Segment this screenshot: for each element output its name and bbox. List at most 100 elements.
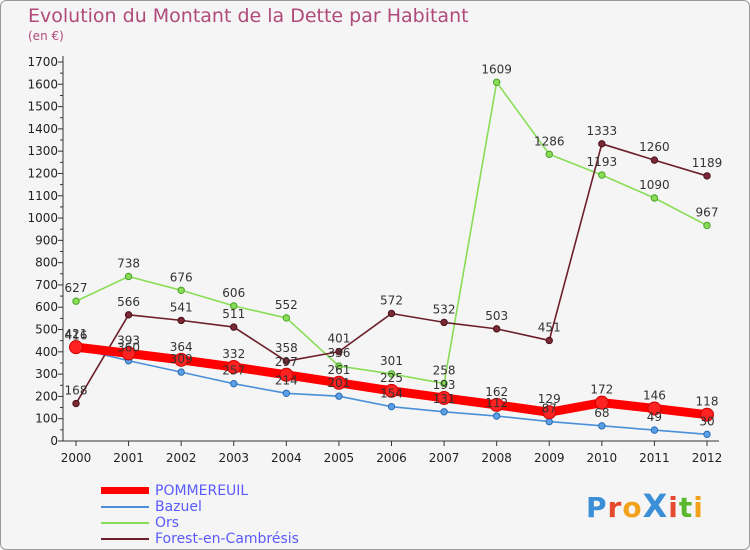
data-label-pommereuil: 364 (170, 340, 193, 354)
data-label-forest-en-cambresis: 358 (275, 341, 298, 355)
x-tick-label: 2000 (61, 451, 92, 465)
data-point-ors (177, 286, 185, 294)
data-point-forest-en-cambresis (177, 316, 185, 325)
data-point-ors (282, 314, 291, 322)
y-tick-label: 500 (35, 323, 58, 337)
y-tick-label: 1600 (27, 77, 58, 91)
data-label-bazuel: 30 (699, 414, 714, 428)
data-label-bazuel: 309 (170, 352, 193, 366)
data-point-forest-en-cambresis (545, 336, 553, 345)
series-layer (69, 78, 714, 439)
data-point-ors (230, 302, 238, 310)
data-label-bazuel: 214 (275, 373, 298, 387)
data-label-ors: 606 (222, 286, 245, 300)
logo-letter: P (586, 491, 608, 524)
data-point-forest-en-cambresis (282, 357, 291, 365)
data-label-forest-en-cambresis: 541 (170, 300, 193, 314)
data-label-pommereuil: 393 (117, 333, 140, 347)
data-label-bazuel: 112 (485, 396, 508, 410)
data-point-forest-en-cambresis (492, 325, 501, 333)
data-point-bazuel (335, 392, 343, 400)
data-label-ors: 627 (65, 281, 88, 295)
data-point-pommereuil (489, 397, 504, 412)
x-tick-label: 2006 (376, 451, 407, 465)
y-tick-label: 700 (35, 278, 58, 292)
data-label-bazuel: 416 (65, 328, 88, 342)
proxiti-logo: ProXiti (586, 487, 704, 525)
data-label-bazuel: 68 (594, 406, 609, 420)
data-label-bazuel: 49 (647, 410, 662, 424)
data-label-bazuel: 87 (542, 402, 557, 416)
y-tick-label: 900 (35, 233, 58, 247)
data-point-ors (72, 297, 80, 305)
data-label-pommereuil: 162 (485, 385, 508, 399)
data-point-forest-en-cambresis (335, 347, 343, 356)
y-tick-label: 600 (35, 300, 58, 314)
data-point-bazuel (177, 368, 185, 376)
y-tick-labels: 0 100 200 300 400 500 600 700 800 900 1000 1100 1200… (27, 55, 58, 448)
data-label-forest-en-cambresis: 566 (117, 295, 140, 309)
data-label-forest-en-cambresis: 503 (485, 309, 508, 323)
data-label-ors: 1193 (587, 155, 618, 169)
data-label-forest-en-cambresis: 511 (222, 307, 245, 321)
y-tick-label: 1700 (27, 55, 58, 69)
data-point-pommereuil (647, 401, 662, 416)
logo-letter: t (678, 491, 694, 524)
data-point-forest-en-cambresis (650, 156, 659, 164)
x-tick-label: 2003 (218, 451, 249, 465)
logo-letter: X (642, 487, 669, 525)
legend-swatch-bazuel (101, 506, 149, 508)
data-label-forest-en-cambresis: 451 (538, 320, 561, 334)
data-label-bazuel: 360 (117, 341, 140, 355)
data-label-forest-en-cambresis: 168 (65, 384, 88, 398)
legend-swatch-pommereuil (101, 487, 149, 494)
legend-label-forest-en-cambresis: Forest-en-Cambrésis (155, 531, 299, 547)
data-point-bazuel (598, 422, 606, 430)
data-point-ors (650, 194, 659, 202)
logo-letter: o (622, 491, 643, 524)
data-label-pommereuil: 146 (643, 388, 666, 402)
data-label-ors: 1609 (481, 62, 512, 76)
data-point-forest-en-cambresis (598, 140, 606, 148)
x-tick-label: 2002 (166, 451, 197, 465)
data-point-bazuel (492, 412, 501, 420)
data-label-forest-en-cambresis: 572 (380, 293, 403, 307)
data-label-ors: 1090 (639, 178, 670, 192)
y-tick-label: 1100 (27, 189, 58, 203)
data-point-ors (703, 221, 711, 230)
data-label-ors: 967 (696, 205, 719, 219)
data-label-bazuel: 131 (433, 392, 456, 406)
data-point-pommereuil (174, 352, 189, 367)
data-label-forest-en-cambresis: 401 (327, 332, 350, 346)
data-point-bazuel (282, 389, 291, 397)
data-point-ors (124, 272, 133, 281)
data-label-pommereuil: 129 (538, 392, 561, 406)
x-tick-label: 2005 (324, 451, 355, 465)
data-label-pommereuil: 172 (590, 383, 613, 397)
data-label-forest-en-cambresis: 532 (433, 302, 456, 316)
data-point-ors (335, 362, 343, 370)
data-label-bazuel: 154 (380, 387, 403, 401)
data-point-pommereuil (69, 340, 83, 355)
logo-letter: i (668, 491, 679, 524)
data-point-pommereuil (226, 359, 241, 374)
data-label-bazuel: 257 (222, 364, 245, 378)
data-label-ors: 1286 (534, 134, 565, 148)
y-tick-label: 200 (35, 389, 58, 403)
data-point-ors (545, 150, 553, 158)
x-tick-label: 2007 (429, 451, 460, 465)
legend-label-bazuel: Bazuel (155, 499, 202, 515)
data-point-pommereuil (121, 346, 136, 361)
data-point-pommereuil (700, 407, 714, 422)
data-point-bazuel (387, 402, 396, 411)
data-label-ors: 738 (117, 256, 140, 270)
y-tick-label: 300 (35, 367, 58, 381)
y-tick-label: 1200 (27, 166, 58, 180)
data-point-pommereuil (437, 390, 452, 405)
x-tick-label: 2009 (534, 451, 565, 465)
y-tick-label: 100 (35, 412, 58, 426)
data-point-bazuel (545, 417, 553, 426)
data-point-ors (440, 379, 448, 388)
data-point-pommereuil (594, 395, 609, 410)
